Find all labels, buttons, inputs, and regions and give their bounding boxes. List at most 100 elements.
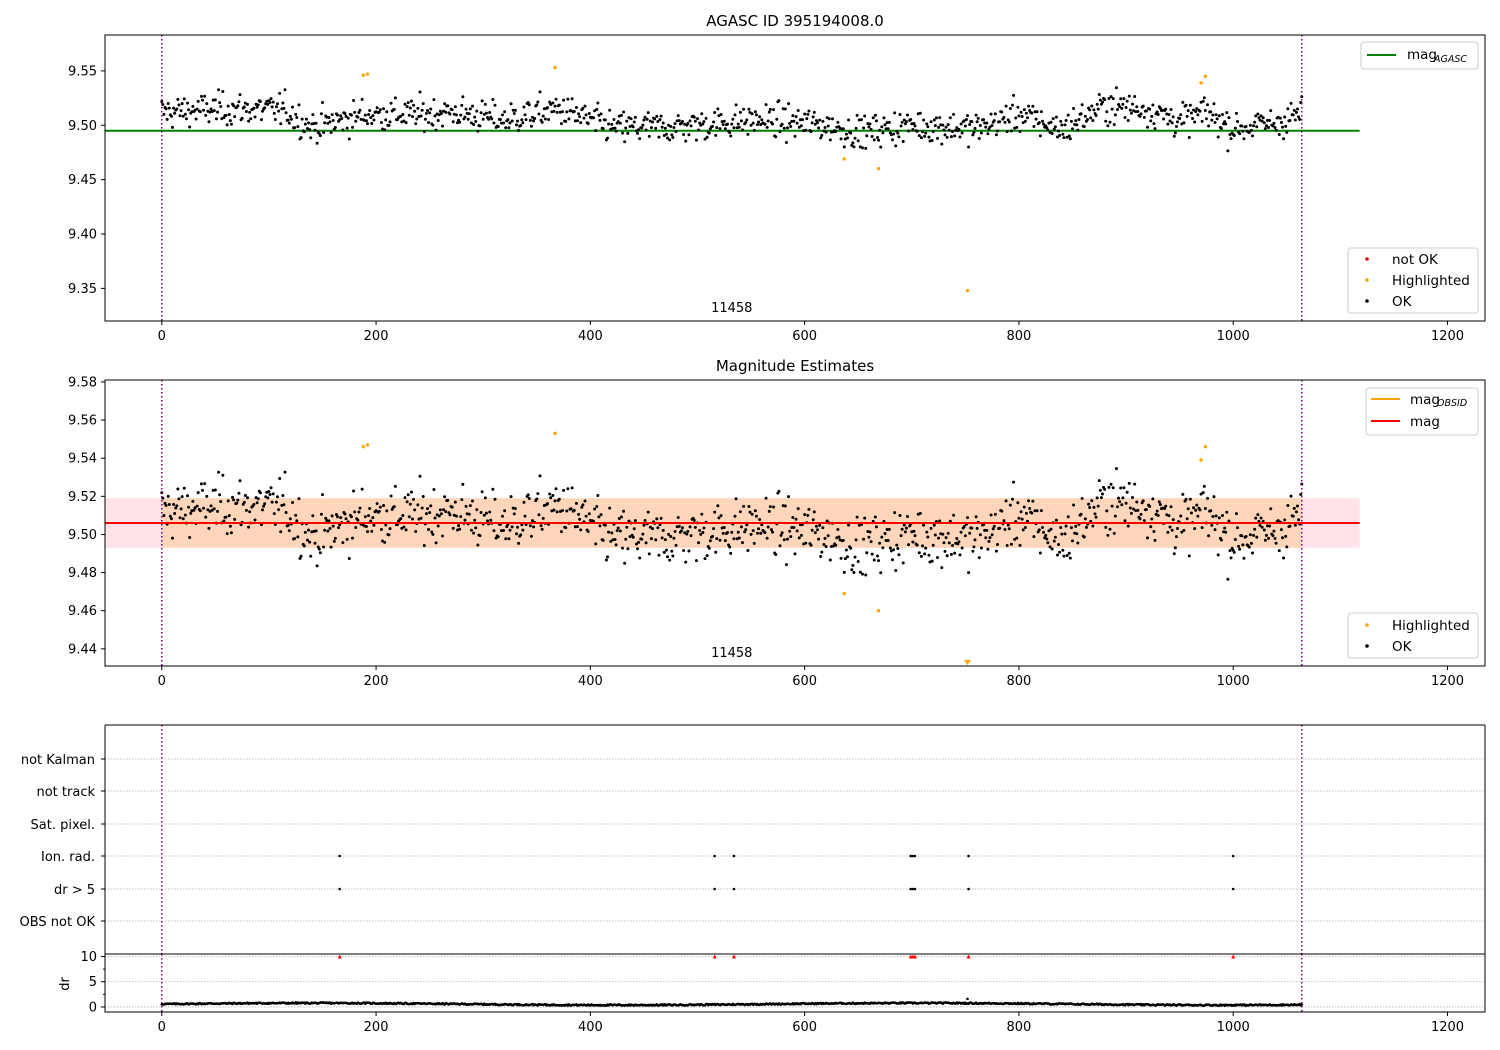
ok-point: [464, 504, 468, 508]
ok-point: [782, 126, 786, 130]
ok-point: [1024, 511, 1028, 515]
ok-point: [911, 128, 915, 132]
ok-point: [621, 546, 624, 550]
ok-point: [1284, 124, 1288, 128]
ok-point: [931, 543, 935, 547]
flag-category-label: not Kalman: [21, 753, 95, 768]
ok-point: [1273, 536, 1277, 540]
x-tick-label: 200: [364, 674, 389, 689]
ok-point: [216, 110, 219, 114]
ok-point: [839, 137, 843, 141]
ok-point: [400, 526, 404, 530]
ok-point: [279, 122, 283, 126]
ok-point: [696, 117, 699, 121]
ok-point: [1121, 102, 1125, 106]
highlighted-point: [1199, 458, 1203, 462]
ok-point: [255, 501, 259, 505]
ok-point: [944, 536, 948, 540]
ok-point: [1083, 517, 1087, 521]
ok-point: [886, 539, 890, 543]
ok-point: [863, 114, 867, 118]
ok-point: [901, 139, 905, 143]
ok-point: [784, 141, 788, 145]
ok-point: [467, 112, 471, 116]
legend-marker: [1365, 644, 1369, 648]
ok-point: [1059, 526, 1063, 530]
ok-point: [523, 514, 527, 518]
ok-point: [344, 517, 348, 521]
ok-point: [1200, 119, 1204, 123]
ok-point: [811, 115, 815, 119]
highlighted-point: [842, 157, 846, 161]
flag-point: [911, 854, 915, 858]
ok-point: [1209, 509, 1213, 513]
ok-point: [963, 124, 967, 128]
ok-point: [1068, 137, 1072, 141]
ok-point: [332, 539, 336, 543]
ok-point: [420, 506, 424, 510]
ok-point: [862, 126, 866, 130]
ok-point: [1152, 530, 1156, 534]
ok-point: [647, 552, 651, 556]
ok-point: [861, 572, 864, 576]
ok-point: [799, 533, 803, 537]
ok-point: [842, 145, 846, 149]
ok-point: [520, 523, 524, 527]
ok-point: [569, 507, 573, 511]
ok-point: [1050, 547, 1054, 551]
ok-point: [564, 526, 568, 530]
ok-point: [1101, 492, 1104, 496]
ok-point: [1096, 504, 1100, 508]
ok-point: [516, 119, 519, 123]
ok-point: [1298, 117, 1302, 121]
ok-point: [1188, 497, 1192, 501]
ok-point: [779, 533, 783, 537]
ok-point: [880, 535, 884, 539]
ok-point: [806, 112, 810, 116]
ok-point: [555, 510, 559, 514]
highlighted-point: [361, 73, 365, 77]
x-tick-label: 1200: [1431, 329, 1464, 344]
ok-point: [796, 109, 800, 113]
ok-point: [1236, 119, 1239, 123]
ok-point: [982, 118, 986, 122]
ok-point: [354, 119, 358, 123]
ok-point: [566, 97, 570, 101]
ok-point: [759, 123, 763, 127]
ok-point: [603, 523, 607, 527]
ok-point: [907, 543, 911, 547]
ok-point: [604, 558, 608, 562]
ok-point: [806, 513, 810, 517]
ok-point: [1291, 514, 1295, 518]
ok-point: [868, 122, 872, 126]
ok-point: [636, 547, 639, 551]
ok-point: [856, 139, 860, 143]
ok-point: [1244, 124, 1248, 128]
ok-point: [986, 547, 990, 551]
ok-point: [613, 126, 617, 130]
ok-point: [1203, 507, 1207, 511]
ok-point: [1041, 119, 1044, 123]
ok-point: [1062, 554, 1066, 558]
ok-point: [938, 519, 942, 523]
ok-point: [1033, 509, 1037, 513]
ok-point: [1219, 126, 1223, 130]
ok-point: [1108, 527, 1112, 531]
ok-point: [872, 138, 876, 142]
ok-point: [919, 554, 923, 558]
ok-point: [640, 126, 644, 130]
dr-point: [966, 997, 969, 1001]
ok-point: [1035, 509, 1039, 513]
ok-point: [1191, 117, 1194, 121]
flag-category-label: OBS not OK: [20, 915, 96, 930]
ok-point: [266, 496, 270, 500]
ok-point: [418, 474, 422, 478]
ok-point: [1294, 510, 1298, 514]
ok-point: [404, 528, 408, 532]
ok-point: [1014, 116, 1018, 120]
ok-point: [764, 496, 768, 500]
ok-point: [572, 110, 576, 114]
ok-point: [749, 123, 753, 127]
ok-point: [407, 515, 411, 519]
ok-point: [1066, 515, 1070, 519]
